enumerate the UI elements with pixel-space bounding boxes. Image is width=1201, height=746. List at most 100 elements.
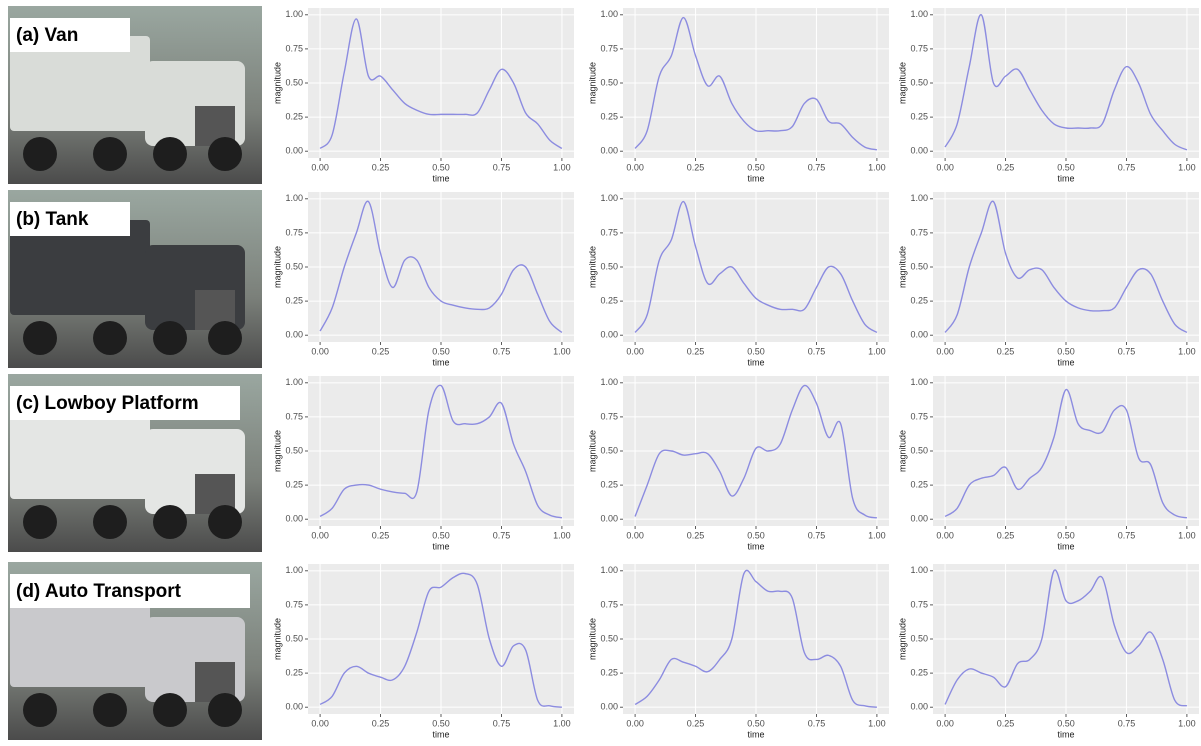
x-tick-label: 0.25 (997, 530, 1015, 540)
y-tick-label: 1.00 (285, 565, 303, 575)
y-tick-label: 0.50 (600, 445, 618, 455)
y-tick-label: 0.00 (285, 702, 303, 712)
y-tick-label: 0.50 (285, 261, 303, 271)
x-tick-label: 0.50 (747, 718, 765, 728)
y-tick-label: 0.00 (910, 514, 928, 524)
y-tick-label: 0.00 (600, 514, 618, 524)
x-tick-label: 0.75 (808, 346, 826, 356)
data-line (634, 16, 878, 151)
x-tick-label: 0.25 (997, 346, 1015, 356)
data-line (319, 384, 563, 519)
y-tick-label: 1.00 (600, 193, 618, 203)
x-tick-label: 0.50 (432, 718, 450, 728)
y-tick-label: 0.25 (910, 111, 928, 121)
x-axis-label: time (432, 541, 449, 551)
wheel (153, 137, 187, 171)
x-tick-label: 0.00 (311, 530, 329, 540)
y-tick-label: 0.75 (600, 227, 618, 237)
wheel (208, 505, 242, 539)
y-tick-label: 1.00 (285, 193, 303, 203)
y-tick-label: 0.75 (600, 411, 618, 421)
y-tick-label: 0.25 (285, 667, 303, 677)
y-tick-label: 0.50 (600, 633, 618, 643)
y-axis-label: magnitude (272, 246, 282, 288)
chart: 0.00 0.25 0.50 0.75 1.00 0.00 0.25 0.50 0.75 1.00… (272, 8, 574, 183)
x-tick-label: 0.00 (311, 346, 329, 356)
x-axis-label: time (747, 541, 764, 551)
x-tick-label: 0.25 (372, 346, 390, 356)
y-tick-label: 0.50 (285, 633, 303, 643)
x-tick-label: 0.00 (936, 346, 954, 356)
x-axis-label: time (432, 729, 449, 739)
wheel (93, 321, 127, 355)
wheel (93, 137, 127, 171)
x-tick-label: 1.00 (868, 346, 886, 356)
wheel (23, 693, 57, 727)
x-axis-label: time (747, 729, 764, 739)
y-tick-label: 1.00 (600, 9, 618, 19)
x-axis-label: time (747, 173, 764, 183)
y-tick-label: 1.00 (600, 377, 618, 387)
x-tick-label: 1.00 (553, 346, 571, 356)
y-tick-label: 0.75 (600, 599, 618, 609)
x-tick-label: 0.75 (1118, 162, 1136, 172)
y-axis-label: magnitude (587, 62, 597, 104)
y-tick-label: 0.75 (285, 411, 303, 421)
row-label-box (10, 202, 130, 236)
trailer (10, 36, 150, 131)
y-tick-label: 0.25 (910, 479, 928, 489)
x-tick-label: 0.75 (1118, 718, 1136, 728)
y-tick-label: 0.25 (600, 667, 618, 677)
y-tick-label: 0.50 (910, 633, 928, 643)
y-tick-label: 1.00 (285, 377, 303, 387)
x-tick-label: 0.25 (372, 530, 390, 540)
trailer (10, 404, 150, 499)
y-axis-label: magnitude (587, 246, 597, 288)
y-tick-label: 0.50 (910, 77, 928, 87)
row-label-box (10, 386, 240, 420)
x-tick-label: 1.00 (868, 162, 886, 172)
y-axis-label: magnitude (897, 618, 907, 660)
y-tick-label: 0.25 (285, 295, 303, 305)
y-tick-label: 0.00 (600, 330, 618, 340)
x-tick-label: 0.00 (936, 718, 954, 728)
y-tick-label: 0.00 (600, 702, 618, 712)
data-line (634, 384, 878, 519)
y-tick-label: 0.25 (910, 667, 928, 677)
x-tick-label: 0.00 (626, 718, 644, 728)
x-tick-label: 0.25 (372, 718, 390, 728)
row-label: (c) Lowboy Platform (16, 393, 199, 414)
x-axis-label: time (432, 173, 449, 183)
x-tick-label: 1.00 (868, 718, 886, 728)
data-line (944, 569, 1188, 707)
data-line (319, 200, 563, 334)
chart: 0.00 0.25 0.50 0.75 1.00 0.00 0.25 0.50 0.75 1.00… (587, 192, 889, 367)
y-tick-label: 0.25 (910, 295, 928, 305)
trailer (10, 220, 150, 315)
x-tick-label: 1.00 (868, 530, 886, 540)
y-tick-label: 0.25 (600, 111, 618, 121)
y-tick-label: 0.00 (285, 146, 303, 156)
x-tick-label: 0.00 (311, 162, 329, 172)
chart: 0.00 0.25 0.50 0.75 1.00 0.00 0.25 0.50 0.75 1.00… (272, 564, 574, 739)
x-tick-label: 1.00 (1178, 346, 1196, 356)
x-axis-label: time (747, 357, 764, 367)
y-tick-label: 0.75 (285, 599, 303, 609)
y-axis-label: magnitude (272, 430, 282, 472)
x-tick-label: 0.25 (372, 162, 390, 172)
y-axis-label: magnitude (272, 618, 282, 660)
data-line (634, 200, 878, 334)
wheel (153, 321, 187, 355)
x-tick-label: 0.50 (1057, 346, 1075, 356)
x-tick-label: 1.00 (1178, 718, 1196, 728)
chart: 0.00 0.25 0.50 0.75 1.00 0.00 0.25 0.50 0.75 1.00… (897, 192, 1199, 367)
x-tick-label: 0.50 (432, 162, 450, 172)
y-axis-label: magnitude (897, 62, 907, 104)
y-tick-label: 1.00 (910, 377, 928, 387)
x-tick-label: 0.75 (808, 718, 826, 728)
x-tick-label: 0.00 (626, 530, 644, 540)
y-tick-label: 0.75 (910, 227, 928, 237)
row-label: (d) Auto Transport (16, 581, 182, 602)
wheel (93, 505, 127, 539)
x-tick-label: 0.50 (1057, 718, 1075, 728)
